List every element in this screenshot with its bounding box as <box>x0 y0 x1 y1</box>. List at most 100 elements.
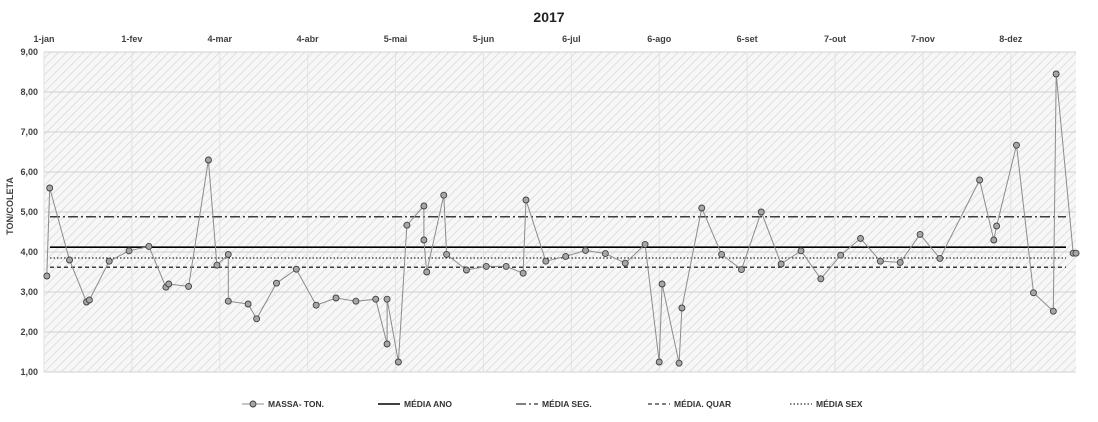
data-point <box>876 257 884 265</box>
data-point <box>352 297 360 305</box>
data-point <box>420 236 428 244</box>
legend: MASSA- TON. MÉDIA ANO MÉDIA SEG. MÉDIA. QUA… <box>242 399 863 409</box>
data-point <box>522 196 530 204</box>
y-tick-label: 6,00 <box>20 167 38 177</box>
data-point <box>936 254 944 262</box>
data-point <box>502 262 510 270</box>
data-point <box>542 257 550 265</box>
data-point <box>213 261 221 269</box>
data-point <box>857 234 864 242</box>
data-point <box>462 266 470 274</box>
data-point <box>383 340 391 348</box>
data-point <box>292 265 300 273</box>
data-point <box>658 280 666 288</box>
data-point <box>675 359 683 367</box>
data-point <box>105 257 113 265</box>
data-point <box>990 236 998 244</box>
data-point <box>582 246 589 254</box>
legend-label: MÉDIA SEX <box>816 399 863 409</box>
data-point <box>273 279 280 287</box>
x-tick-label: 4-abr <box>297 34 320 44</box>
x-tick-label: 7-nov <box>911 34 935 44</box>
data-point <box>916 230 924 238</box>
legend-label: MÉDIA ANO <box>404 399 452 409</box>
data-point <box>993 222 1001 230</box>
series-massa-ton <box>43 70 1080 367</box>
data-point <box>1030 289 1037 297</box>
data-point <box>125 247 133 255</box>
data-point <box>440 191 448 199</box>
data-point <box>185 282 193 290</box>
data-point <box>896 258 904 266</box>
y-axis-label: TON/COLETA <box>5 177 15 235</box>
data-point <box>443 250 451 258</box>
y-tick-label: 9,00 <box>20 47 38 57</box>
data-point <box>1052 70 1060 78</box>
x-tick-label: 6-ago <box>647 34 672 44</box>
x-tick-label: 4-mar <box>208 34 233 44</box>
x-tick-label: 1-fev <box>121 34 142 44</box>
chart-title: 2017 <box>533 9 564 25</box>
legend-item: MASSA- TON. <box>242 399 324 409</box>
data-point <box>312 301 320 309</box>
legend-item: MÉDIA. QUAR <box>648 399 731 409</box>
data-point <box>655 358 663 366</box>
data-point <box>738 266 745 274</box>
legend-item: MÉDIA SEG. <box>516 399 592 409</box>
data-point <box>204 156 212 164</box>
x-tick-label: 8-dez <box>999 34 1023 44</box>
data-point <box>817 275 825 283</box>
data-point <box>621 259 629 267</box>
data-point <box>1049 307 1057 315</box>
data-point <box>244 300 252 308</box>
x-axis-ticks: 1-jan 1-fev 4-mar 4-abr 5-mai 5-jun 6-jul 6-ago… <box>33 34 1022 44</box>
x-tick-label: 5-mai <box>384 34 408 44</box>
x-tick-label: 6-set <box>737 34 758 44</box>
data-point <box>1013 141 1020 149</box>
data-point <box>837 251 845 259</box>
data-point <box>562 252 570 260</box>
data-point <box>165 280 173 288</box>
data-point <box>394 358 402 366</box>
y-tick-label: 1,00 <box>20 367 38 377</box>
legend-label: MÉDIA SEG. <box>542 399 592 409</box>
data-point <box>383 295 391 303</box>
data-point <box>1072 249 1080 257</box>
data-point <box>482 262 490 270</box>
data-point <box>601 250 609 258</box>
data-point <box>641 240 649 248</box>
data-point <box>698 204 706 212</box>
y-tick-label: 8,00 <box>20 87 38 97</box>
data-point <box>372 295 380 303</box>
data-point <box>332 294 340 302</box>
y-axis-ticks: 1,00 2,00 3,00 4,00 5,00 6,00 7,00 8,00 9,00 <box>20 47 38 377</box>
data-point <box>976 176 984 184</box>
y-tick-label: 2,00 <box>20 327 38 337</box>
data-point <box>145 242 153 250</box>
legend-label: MÉDIA. QUAR <box>674 399 731 409</box>
data-point <box>46 184 54 192</box>
legend-label: MASSA- TON. <box>268 399 324 409</box>
data-point <box>718 250 726 258</box>
data-point <box>420 202 428 210</box>
data-point <box>43 272 51 280</box>
data-point <box>678 304 686 312</box>
x-tick-label: 6-jul <box>562 34 581 44</box>
legend-item: MÉDIA ANO <box>378 399 452 409</box>
data-point <box>403 221 411 229</box>
data-point <box>423 268 431 276</box>
y-tick-label: 3,00 <box>20 287 38 297</box>
legend-marker <box>249 400 257 408</box>
data-point <box>253 315 261 323</box>
data-point <box>519 269 527 277</box>
y-tick-label: 7,00 <box>20 127 38 137</box>
data-point <box>224 250 232 258</box>
legend-item: MÉDIA SEX <box>790 399 863 409</box>
gridlines <box>43 51 1076 373</box>
y-tick-label: 5,00 <box>20 207 38 217</box>
data-point <box>66 256 73 264</box>
data-point <box>757 208 765 216</box>
data-point <box>797 247 805 255</box>
